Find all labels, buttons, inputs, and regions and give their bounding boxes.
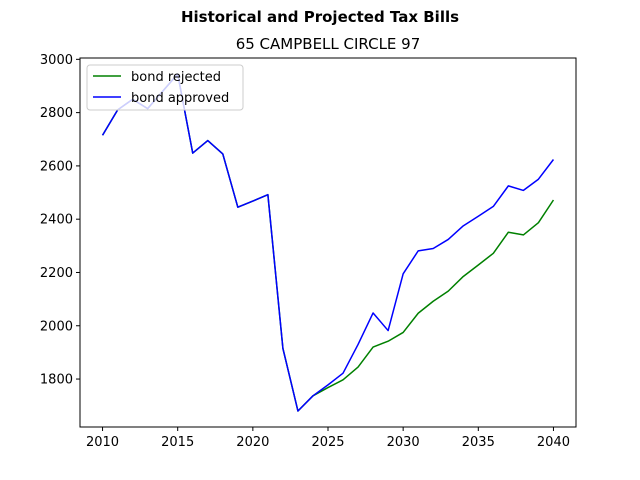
y-tick-label: 2000 [40,319,73,334]
series-line-bond-rejected [101,73,555,412]
x-tick-label: 2020 [236,435,269,450]
x-tick-label: 2040 [537,435,570,450]
y-tick-label: 2600 [40,159,73,174]
chart-title: 65 CAMPBELL CIRCLE 97 [236,35,421,53]
legend-label-bond-rejected: bond rejected [131,70,221,85]
x-axis: 2010 2015 2020 2025 2030 2035 2040 [86,427,570,450]
legend-label-bond-approved: bond approved [131,91,229,106]
x-tick-label: 2035 [462,435,495,450]
y-tick-label: 2800 [40,106,73,121]
chart-suptitle: Historical and Projected Tax Bills [181,8,459,26]
series-line-bond-approved [101,73,555,412]
plot-lines [101,73,555,412]
x-tick-label: 2010 [86,435,119,450]
legend-box [86,64,244,111]
legend: bond rejected bond approved [86,64,244,111]
y-axis: 1800 2000 2200 2400 2600 2800 3000 [40,53,80,388]
y-tick-label: 3000 [40,53,73,68]
y-tick-label: 1800 [40,373,73,388]
x-tick-label: 2015 [161,435,194,450]
y-tick-label: 2400 [40,213,73,228]
x-tick-label: 2030 [387,435,420,450]
y-tick-label: 2200 [40,266,73,281]
x-tick-label: 2025 [311,435,344,450]
